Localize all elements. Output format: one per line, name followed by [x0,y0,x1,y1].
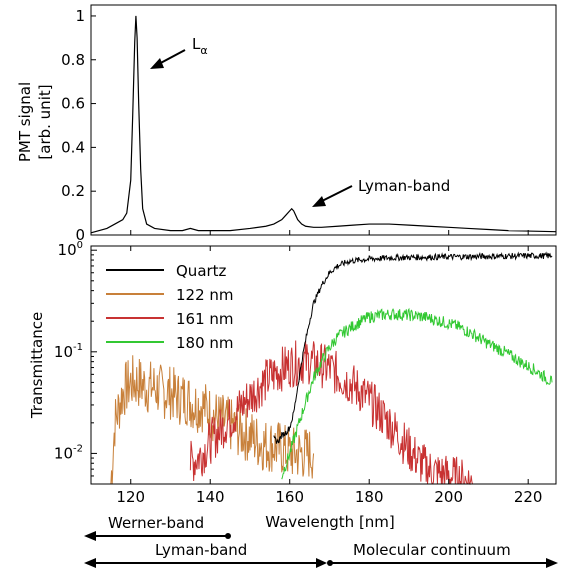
top-series [90,15,557,234]
bottom-ytick-label: 10-1 [54,342,83,361]
bottom-xlabel: Wavelength [nm] [265,513,395,531]
top-ytick-label: 1 [75,7,85,25]
top-ytick-label: 0.4 [61,138,85,156]
top-panel: 0 0.2 0.4 0.6 0.8 1 PMT signal [arb. unit] Lα… [16,4,557,244]
legend-label-161nm: 161 nm [176,310,234,328]
annotation-lalpha: Lα [150,35,208,69]
top-ytick-label: 0.8 [61,51,85,69]
bottom-xtick-label: 200 [434,488,463,506]
band-werner: Werner-band [84,514,231,541]
top-ylabel-line2: [arb. unit] [36,84,54,159]
bottom-panel: 120 140 160 180 200 220 100 10-1 10-2 Wavelengt… [28,240,557,531]
bottom-xtick-label: 180 [355,488,384,506]
bottom-ytick-label: 10-2 [54,443,83,462]
bottom-series-line [189,340,474,486]
legend-label-180nm: 180 nm [176,334,234,352]
bottom-series [110,251,553,486]
bottom-y-ticks: 100 10-1 10-2 [54,240,97,485]
band-molecular-label: Molecular continuum [353,541,511,559]
annotation-lyman-band: Lyman-band [312,177,450,207]
bottom-xtick-label: 220 [514,488,543,506]
top-ytick-label: 0.2 [61,182,85,200]
bottom-xtick-label: 120 [116,488,145,506]
top-ytick-label: 0 [75,226,85,244]
legend-item-122nm: 122 nm [106,286,234,304]
legend-item-161nm: 161 nm [106,310,234,328]
band-lyman-label: Lyman-band [155,541,247,559]
bottom-axes-frame [90,245,557,485]
bottom-xtick-label: 160 [275,488,304,506]
bottom-series-line [110,355,315,485]
legend-label-quartz: Quartz [176,262,227,280]
legend-label-122nm: 122 nm [176,286,234,304]
top-ytick-label: 0.6 [61,95,85,113]
annotation-lalpha-label: Lα [192,35,208,57]
legend: Quartz 122 nm 161 nm 180 nm [106,262,234,352]
top-axes-frame [90,4,557,236]
legend-item-180nm: 180 nm [106,334,234,352]
bottom-series-line [281,307,553,480]
band-arrows: Werner-band Lyman-band Molecular continu… [84,514,558,568]
band-molecular: Molecular continuum [327,541,558,568]
legend-item-quartz: Quartz [106,262,227,280]
band-werner-label: Werner-band [108,514,204,532]
top-y-ticks: 0 0.2 0.4 0.6 0.8 1 [61,7,529,244]
top-ylabel-line1: PMT signal [16,82,34,162]
top-series-line [90,15,557,234]
annotation-lyman-band-label: Lyman-band [358,177,450,195]
bottom-ytick-label: 100 [58,240,83,259]
bottom-xtick-label: 140 [196,488,225,506]
bottom-series-line [273,251,553,444]
bottom-x-ticks: 120 140 160 180 200 220 [116,246,542,506]
band-lyman: Lyman-band [84,541,327,568]
bottom-ylabel: Transmittance [28,312,46,419]
